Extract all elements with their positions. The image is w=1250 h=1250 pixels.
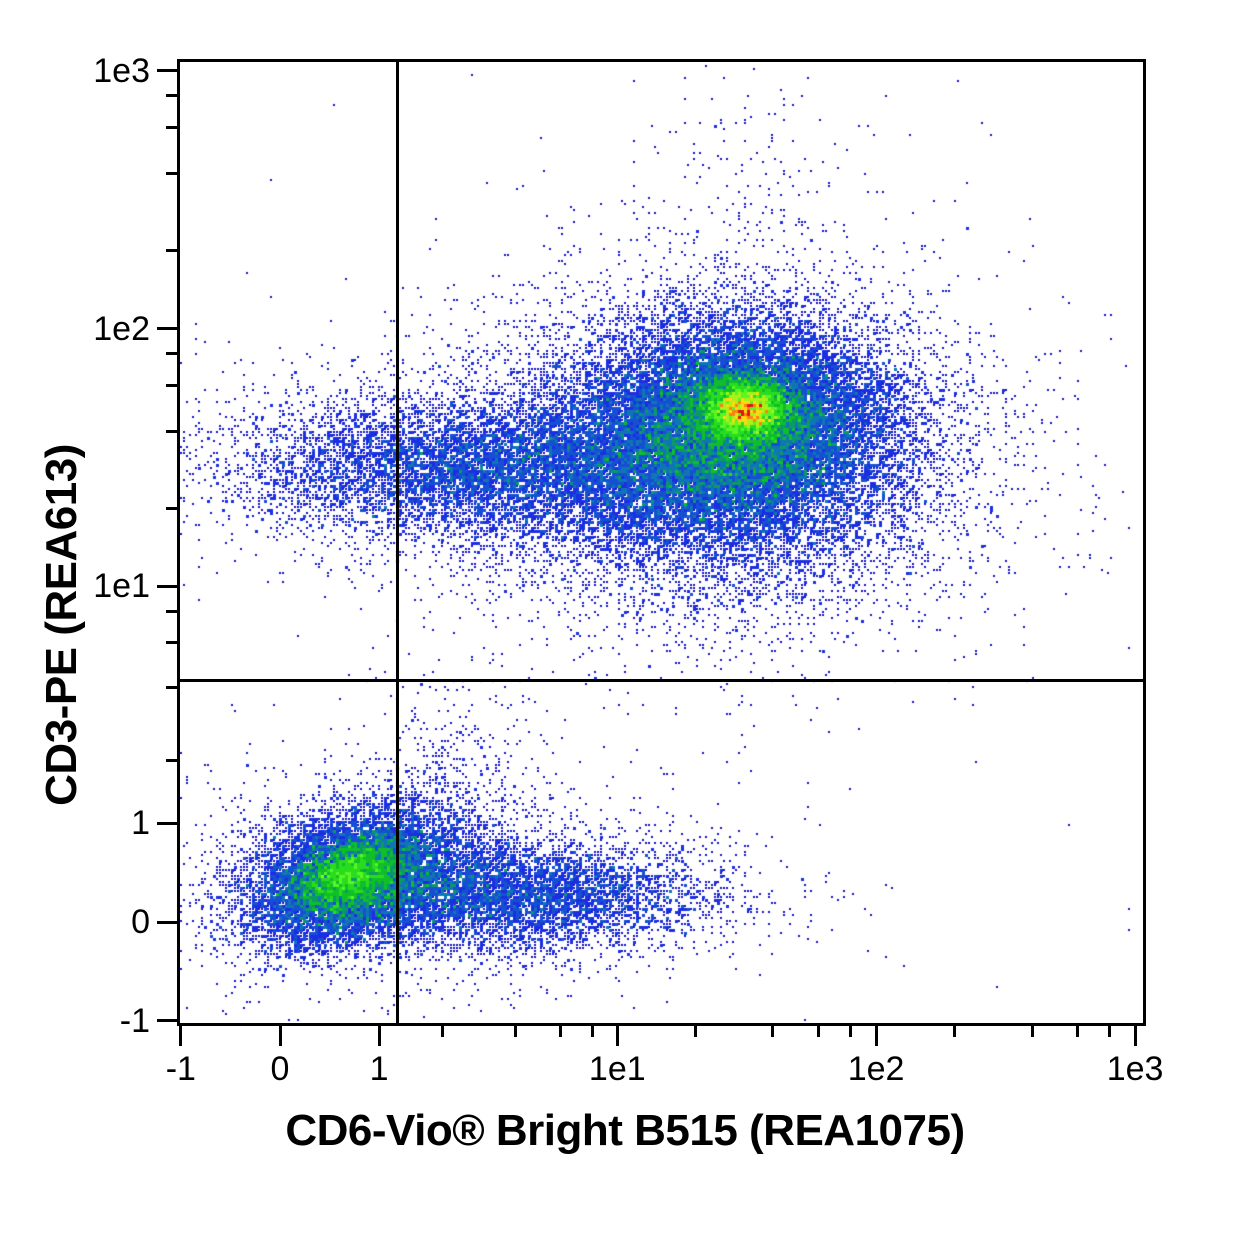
x-axis-minor-tick	[952, 1026, 956, 1037]
y-axis-major-tick	[157, 69, 177, 73]
plot-border	[177, 59, 1146, 1026]
x-axis-minor-tick	[771, 1026, 775, 1037]
x-axis-tick-label: 0	[270, 1050, 290, 1088]
x-axis-major-tick	[278, 1026, 282, 1046]
y-axis-minor-tick	[166, 171, 177, 175]
y-axis-minor-tick	[166, 758, 177, 762]
x-axis-minor-tick	[1076, 1026, 1080, 1037]
x-axis-minor-tick	[1030, 1026, 1034, 1037]
y-axis-minor-tick	[166, 249, 177, 253]
y-axis-tick-label: 1e3	[93, 51, 150, 90]
x-axis-tick-label: 1e1	[588, 1050, 646, 1088]
y-axis-minor-tick	[166, 126, 177, 130]
y-axis-major-tick	[157, 821, 177, 825]
y-axis-minor-tick	[166, 507, 177, 511]
x-axis-minor-tick	[817, 1026, 821, 1037]
y-axis-tick-label: -1	[119, 1001, 150, 1040]
y-axis-minor-tick	[166, 609, 177, 613]
x-axis-minor-tick	[440, 1026, 444, 1037]
x-axis-tick-label: 1	[369, 1050, 389, 1088]
x-axis-minor-tick	[1108, 1026, 1112, 1037]
y-axis-title: CD3-PE (REA613)	[37, 444, 86, 806]
x-axis-minor-tick	[558, 1026, 562, 1037]
x-axis-minor-tick	[514, 1026, 518, 1037]
x-axis-title: CD6-Vio® Bright B515 (REA1075)	[285, 1106, 965, 1155]
x-axis-tick-label: -1	[165, 1050, 196, 1088]
x-axis-minor-tick	[849, 1026, 853, 1037]
x-axis-major-tick	[179, 1026, 183, 1046]
y-axis-minor-tick	[166, 94, 177, 98]
y-axis-minor-tick	[166, 384, 177, 388]
x-axis-major-tick	[615, 1026, 619, 1046]
density-scatter-canvas	[180, 62, 1143, 1023]
y-axis-major-tick	[157, 327, 177, 331]
x-axis-tick-label: 1e2	[847, 1050, 905, 1088]
y-axis-tick-label: 1e2	[93, 309, 150, 348]
y-axis-major-tick	[157, 1019, 177, 1023]
x-axis-minor-tick	[693, 1026, 697, 1037]
y-axis-tick-label: 1	[131, 804, 150, 843]
y-axis-tick-label: 1e1	[93, 567, 150, 606]
x-axis-minor-tick	[590, 1026, 594, 1037]
x-axis-major-tick	[377, 1026, 381, 1046]
y-axis-major-tick	[157, 920, 177, 924]
y-axis-minor-tick	[166, 641, 177, 645]
x-axis-major-tick	[1133, 1026, 1137, 1046]
y-axis-tick-label: 0	[131, 903, 150, 941]
x-axis-major-tick	[874, 1026, 878, 1046]
quadrant-gate-vertical-line	[395, 62, 399, 1023]
y-axis-minor-tick	[166, 352, 177, 356]
y-axis-minor-tick	[166, 429, 177, 433]
quadrant-gate-horizontal-line	[180, 678, 1143, 682]
y-axis-major-tick	[157, 584, 177, 588]
y-axis-minor-tick	[166, 685, 177, 689]
x-axis-tick-label: 1e3	[1106, 1050, 1164, 1088]
